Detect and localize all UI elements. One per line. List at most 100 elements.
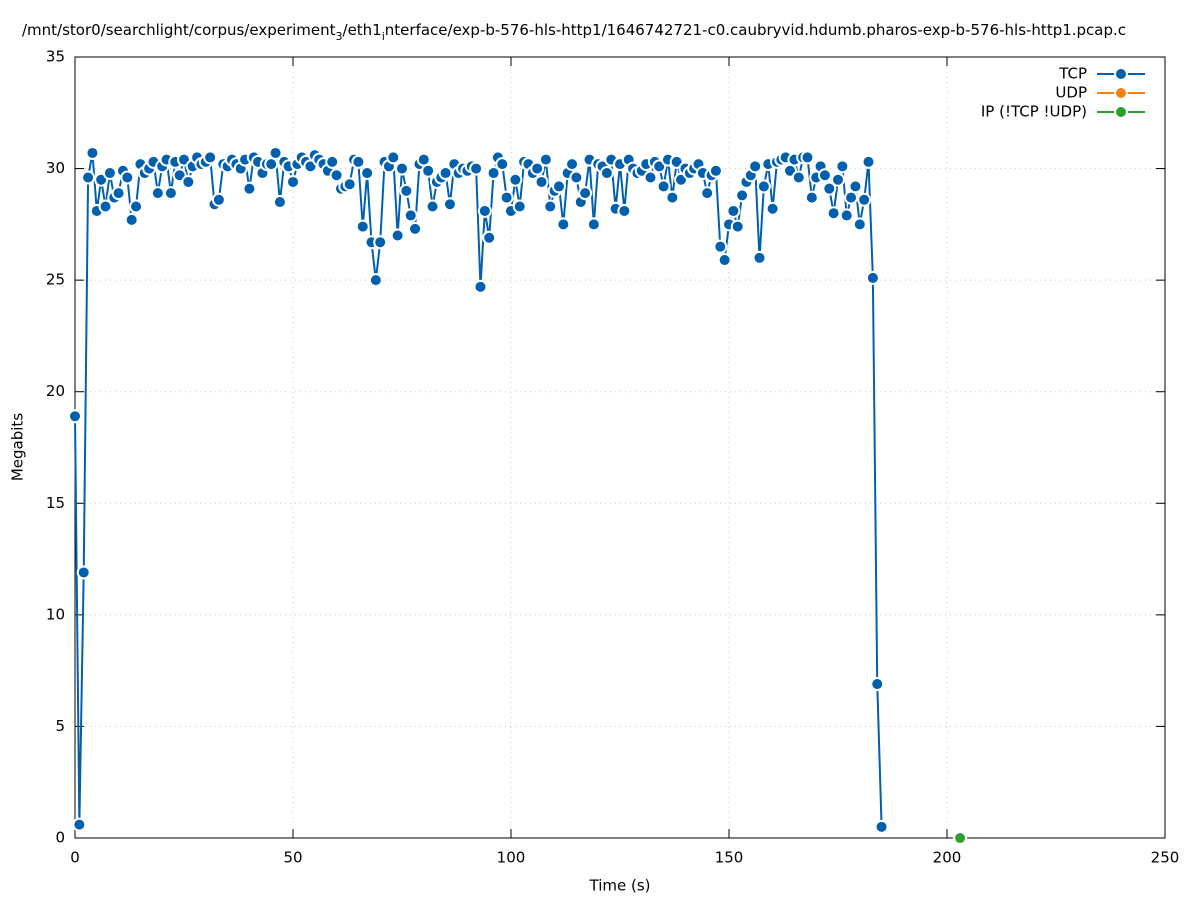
data-point	[268, 145, 283, 160]
data-point	[425, 199, 440, 214]
data-point	[76, 565, 91, 580]
data-point	[565, 157, 580, 172]
data-point	[748, 159, 763, 174]
y-tick-label: 10	[46, 605, 65, 623]
legend-label: IP (!TCP !UDP)	[981, 103, 1087, 121]
data-point	[822, 181, 837, 196]
data-point	[578, 186, 593, 201]
data-point	[804, 190, 819, 205]
data-point	[861, 154, 876, 169]
data-point	[442, 197, 457, 212]
data-point	[508, 172, 523, 187]
data-point	[403, 208, 418, 223]
data-point	[735, 188, 750, 203]
data-point	[399, 183, 414, 198]
data-point	[848, 179, 863, 194]
data-point	[286, 174, 300, 189]
data-point	[150, 186, 165, 201]
data-point	[665, 190, 680, 205]
y-tick-label: 25	[46, 271, 65, 289]
data-point	[512, 199, 527, 214]
data-point	[120, 170, 135, 185]
data-point	[543, 199, 558, 214]
data-point	[700, 186, 715, 201]
data-point	[765, 201, 780, 216]
data-point	[730, 219, 745, 234]
y-tick-label: 35	[46, 48, 65, 66]
data-point	[355, 219, 370, 234]
data-point	[368, 273, 383, 288]
data-point	[98, 199, 113, 214]
data-point	[102, 166, 117, 181]
chart-title: /mnt/stor0/searchlight/corpus/experiment…	[22, 21, 1126, 43]
data-point	[486, 166, 501, 181]
data-point	[865, 270, 880, 285]
data-point	[791, 170, 806, 185]
data-point	[752, 250, 767, 265]
data-point	[857, 192, 872, 207]
data-point	[826, 206, 841, 221]
data-point	[800, 150, 815, 165]
title-part: /mnt/stor0/searchlight/corpus/experiment	[22, 21, 336, 39]
data-point	[111, 186, 126, 201]
data-point	[351, 154, 366, 169]
data-point	[839, 208, 854, 223]
legend-label: UDP	[1055, 84, 1087, 102]
data-point	[438, 166, 453, 181]
data-point	[85, 145, 100, 160]
data-point	[534, 174, 549, 189]
data-point	[482, 230, 497, 245]
data-point	[713, 239, 728, 254]
title-part: i	[382, 30, 385, 43]
y-tick-label: 30	[46, 159, 65, 177]
data-point	[81, 170, 96, 185]
data-point	[163, 186, 178, 201]
title-part: 3	[336, 30, 343, 43]
title-part: /eth1	[343, 21, 382, 39]
data-point	[835, 159, 850, 174]
data-point	[68, 409, 82, 424]
data-point	[708, 163, 723, 178]
data-point	[586, 217, 601, 232]
data-point	[726, 203, 741, 218]
data-point	[124, 212, 139, 227]
x-tick-label: 50	[283, 849, 302, 867]
data-point	[242, 181, 257, 196]
data-point	[817, 168, 832, 183]
data-point	[538, 152, 553, 167]
legend-label: TCP	[1058, 65, 1087, 83]
data-point	[643, 170, 658, 185]
legend-marker	[1114, 67, 1128, 81]
data-point	[617, 203, 632, 218]
data-point	[129, 199, 144, 214]
data-point	[831, 172, 845, 187]
x-axis-label: Time (s)	[589, 877, 651, 895]
data-point	[551, 179, 566, 194]
data-point	[390, 228, 405, 243]
x-tick-label: 0	[70, 849, 80, 867]
data-point	[360, 166, 375, 181]
data-point	[495, 157, 510, 172]
data-point	[874, 819, 889, 834]
data-point	[72, 817, 87, 832]
data-point	[717, 253, 732, 268]
data-point	[373, 235, 388, 250]
data-point	[386, 150, 401, 165]
x-tick-label: 250	[1151, 849, 1180, 867]
title-part: nterface/exp-b-576-hls-http1/1646742721-…	[385, 21, 1126, 39]
data-point	[211, 192, 226, 207]
data-point	[408, 221, 423, 236]
data-point	[469, 161, 484, 176]
data-point	[499, 190, 514, 205]
x-tick-label: 200	[933, 849, 962, 867]
data-point	[569, 170, 584, 185]
y-tick-label: 5	[55, 717, 65, 735]
y-tick-label: 15	[46, 494, 65, 512]
data-point	[203, 150, 218, 165]
y-tick-label: 0	[55, 829, 65, 847]
x-tick-label: 100	[497, 849, 526, 867]
data-point	[477, 203, 492, 218]
data-point	[329, 168, 344, 183]
data-point	[556, 217, 571, 232]
